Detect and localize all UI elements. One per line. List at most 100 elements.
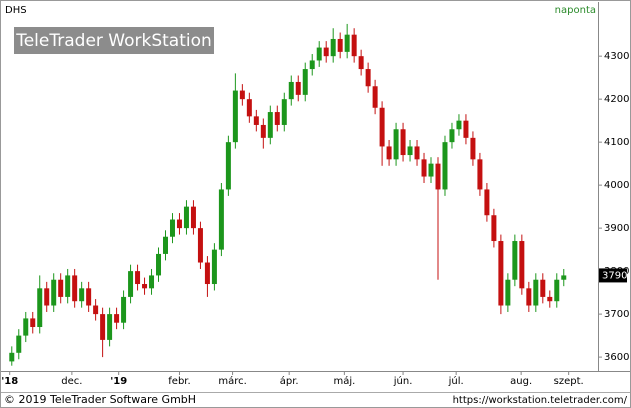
last-price-box xyxy=(599,268,627,283)
candle-body xyxy=(176,219,182,229)
candle-body xyxy=(65,275,71,297)
candle-body xyxy=(156,253,162,276)
candle-body xyxy=(498,241,504,306)
candle-body xyxy=(58,279,64,297)
candle-body xyxy=(267,112,273,138)
candle-body xyxy=(540,279,546,297)
candle-body xyxy=(344,34,350,52)
candle-body xyxy=(162,236,168,254)
candle-body xyxy=(169,219,175,237)
candle-body xyxy=(239,90,245,100)
y-tick-label: 3900 xyxy=(604,223,629,234)
candle-body xyxy=(372,86,378,108)
candle-body xyxy=(330,38,336,57)
candle-body xyxy=(365,69,371,87)
candle-body xyxy=(484,189,490,216)
x-tick-label: '19 xyxy=(110,376,127,387)
y-tick-label: 3700 xyxy=(604,309,629,320)
y-tick-label: 4100 xyxy=(604,137,629,148)
candle-body xyxy=(128,271,134,297)
candle-body xyxy=(281,99,287,125)
candle-body xyxy=(16,335,22,353)
candle-body xyxy=(316,47,322,61)
candle-body xyxy=(309,60,315,70)
candle-body xyxy=(414,146,420,160)
candle-body xyxy=(561,275,567,280)
candle-body xyxy=(23,318,29,336)
watermark-box xyxy=(14,27,214,54)
candle-body xyxy=(93,305,99,315)
candle-body xyxy=(435,163,441,190)
candle-body xyxy=(260,124,266,138)
last-price-label: 3790 xyxy=(602,270,627,281)
candle-body xyxy=(218,189,224,250)
candle-body xyxy=(37,288,43,328)
x-tick-label: aug. xyxy=(510,376,532,387)
candle-body xyxy=(183,206,189,229)
candle-body xyxy=(121,296,127,323)
y-tick-label: 4300 xyxy=(604,51,629,62)
chart-title: DHS xyxy=(5,5,27,16)
candle-body xyxy=(44,288,50,306)
watermark: TeleTrader WorkStation xyxy=(15,31,212,51)
candle-body xyxy=(190,206,196,229)
chart-subtitle: naponta xyxy=(555,5,596,16)
candle-body xyxy=(204,262,210,285)
candle-body xyxy=(51,279,57,306)
x-tick-label: ápr. xyxy=(280,375,299,387)
candle-body xyxy=(246,99,252,117)
candle-body xyxy=(477,159,483,190)
x-tick-label: júl. xyxy=(448,375,464,387)
candle-body xyxy=(505,279,511,306)
candle-body xyxy=(428,163,434,177)
candle-body xyxy=(554,279,560,302)
candle-body xyxy=(421,159,427,177)
candle-body xyxy=(407,146,413,156)
x-tick-label: '18 xyxy=(1,376,18,387)
footer-left: © 2019 TeleTrader Software GmbH xyxy=(4,393,196,406)
x-tick-label: szept. xyxy=(554,376,584,387)
x-tick-label: márc. xyxy=(218,375,246,387)
candle-body xyxy=(274,112,280,125)
y-tick-label: 3600 xyxy=(604,352,629,363)
x-tick-label: febr. xyxy=(168,376,190,387)
candle-body xyxy=(72,275,78,302)
candle-body xyxy=(232,90,238,143)
candle-body xyxy=(463,120,469,138)
candle-body xyxy=(449,129,455,143)
candle-body xyxy=(512,241,518,280)
candle-body xyxy=(288,81,294,100)
candle-body xyxy=(114,314,120,323)
x-tick-label: jún. xyxy=(393,375,413,387)
candle-body xyxy=(351,34,357,57)
x-tick-label: dec. xyxy=(61,376,82,387)
candle-body xyxy=(295,81,301,95)
candle-body xyxy=(491,215,497,242)
candle-body xyxy=(519,241,525,289)
candle-body xyxy=(225,142,231,190)
candle-body xyxy=(358,56,364,70)
candle-body xyxy=(379,107,385,147)
candle-body xyxy=(470,137,476,160)
candle-body xyxy=(30,318,36,328)
candle-body xyxy=(211,249,217,285)
candle-body xyxy=(393,129,399,160)
candle-body xyxy=(197,228,203,263)
candle-body xyxy=(9,352,15,362)
candle-body xyxy=(302,69,308,95)
candle-body xyxy=(107,314,113,340)
candle-body xyxy=(456,120,462,130)
candle-body xyxy=(135,271,141,285)
candle-body xyxy=(253,116,259,125)
footer-right: https://workstation.teletrader.com/ xyxy=(453,395,628,406)
candle-body xyxy=(533,279,539,306)
y-tick-label: 4200 xyxy=(604,94,629,105)
x-tick-label: máj. xyxy=(333,375,355,387)
candle-body xyxy=(323,47,329,57)
y-tick-label: 4000 xyxy=(604,180,629,191)
candle-body xyxy=(442,142,448,190)
candle-body xyxy=(86,288,92,306)
